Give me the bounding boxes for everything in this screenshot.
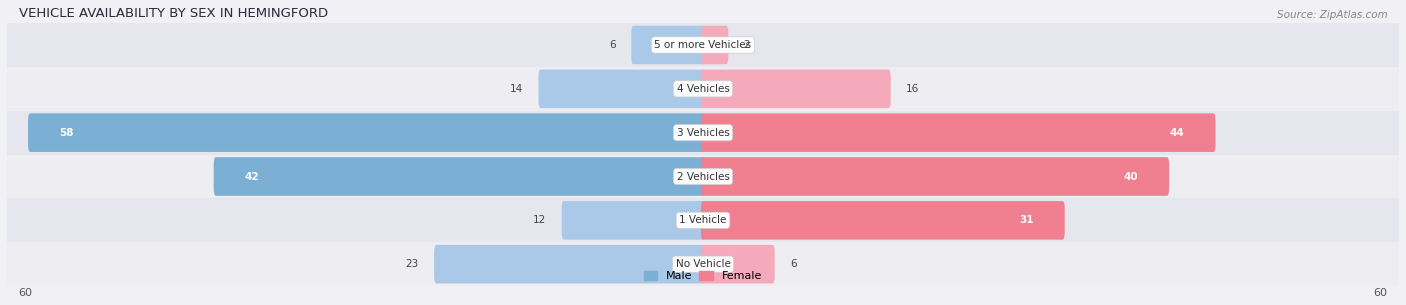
Text: 4 Vehicles: 4 Vehicles: [676, 84, 730, 94]
Bar: [0, 111, 1406, 155]
Bar: [0, 155, 1406, 199]
FancyBboxPatch shape: [702, 70, 891, 108]
FancyBboxPatch shape: [538, 70, 704, 108]
FancyBboxPatch shape: [702, 201, 1064, 240]
Text: 12: 12: [533, 215, 547, 225]
Text: 6: 6: [609, 40, 616, 50]
Text: 16: 16: [905, 84, 920, 94]
FancyBboxPatch shape: [702, 245, 775, 283]
FancyBboxPatch shape: [702, 26, 728, 64]
Text: 58: 58: [59, 128, 73, 138]
FancyBboxPatch shape: [434, 245, 704, 283]
Bar: [0, 242, 1406, 286]
Bar: [0, 199, 1406, 242]
FancyBboxPatch shape: [562, 201, 704, 240]
Text: 3 Vehicles: 3 Vehicles: [676, 128, 730, 138]
Text: 44: 44: [1170, 128, 1184, 138]
FancyBboxPatch shape: [702, 157, 1170, 196]
FancyBboxPatch shape: [28, 113, 704, 152]
Text: VEHICLE AVAILABILITY BY SEX IN HEMINGFORD: VEHICLE AVAILABILITY BY SEX IN HEMINGFOR…: [18, 7, 328, 20]
Bar: [0, 67, 1406, 111]
Text: 14: 14: [510, 84, 523, 94]
Text: 42: 42: [245, 171, 259, 181]
FancyBboxPatch shape: [631, 26, 704, 64]
Text: 31: 31: [1019, 215, 1033, 225]
Text: 40: 40: [1123, 171, 1137, 181]
FancyBboxPatch shape: [702, 113, 1216, 152]
Text: 5 or more Vehicles: 5 or more Vehicles: [654, 40, 752, 50]
Text: Source: ZipAtlas.com: Source: ZipAtlas.com: [1277, 9, 1388, 20]
Legend: Male, Female: Male, Female: [640, 267, 766, 286]
Text: 60: 60: [1374, 288, 1388, 298]
Text: 2: 2: [744, 40, 751, 50]
Text: 2 Vehicles: 2 Vehicles: [676, 171, 730, 181]
Text: 23: 23: [405, 259, 419, 269]
Text: 1 Vehicle: 1 Vehicle: [679, 215, 727, 225]
Text: 60: 60: [18, 288, 32, 298]
FancyBboxPatch shape: [214, 157, 704, 196]
Text: 6: 6: [790, 259, 797, 269]
Text: No Vehicle: No Vehicle: [675, 259, 731, 269]
Bar: [0, 23, 1406, 67]
